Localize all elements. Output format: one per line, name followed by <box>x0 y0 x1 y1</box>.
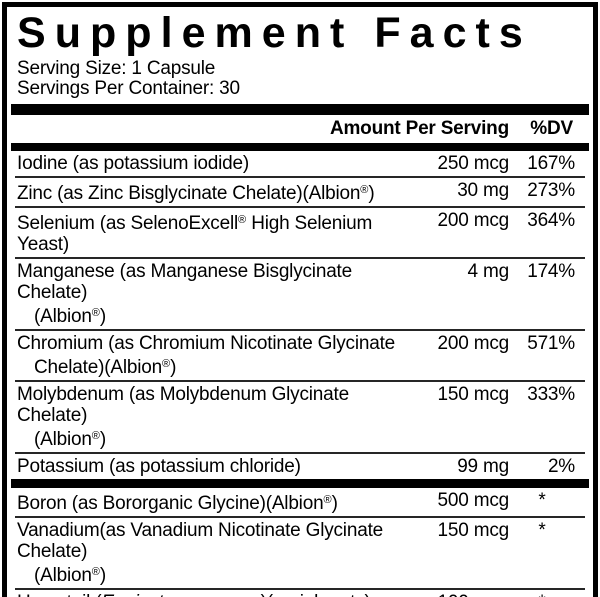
nutrient-amount: 150 mcg <box>437 384 510 405</box>
servings-per-container: Servings Per Container: 30 <box>17 78 240 99</box>
nutrient-row-selenium: Selenium (as SelenoExcell® High Selenium… <box>15 206 585 257</box>
nutrient-dv: 273% <box>527 180 575 201</box>
nutrient-row-horsetail: Horsetail (Equisetum arvense)(aerial par… <box>15 588 585 597</box>
nutrient-amount: 100 mcg <box>401 592 513 597</box>
nutrient-row-molybdenum: Molybdenum (as Molybdenum Glycinate Chel… <box>15 380 585 452</box>
nutrient-name: Potassium (as potassium chloride) <box>17 456 301 477</box>
nutrient-amount: 500 mcg <box>437 490 510 511</box>
nutrient-dv: * <box>513 592 585 597</box>
nutrient-row-chromium: Chromium (as Chromium Nicotinate Glycina… <box>15 329 585 380</box>
nutrient-dv: * <box>538 490 546 511</box>
nutrient-row-potassium: Potassium (as potassium chloride) 99 mg … <box>15 452 585 479</box>
nutrient-amount: 99 mg <box>457 456 509 477</box>
serving-size: Serving Size: 1 Capsule <box>17 58 216 79</box>
nutrient-row-manganese: Manganese (as Manganese Bisglycinate Che… <box>15 257 585 329</box>
nutrient-dv: 167% <box>527 153 575 174</box>
nutrient-amount: 200 mcg <box>437 333 510 354</box>
nutrient-row-iodine: Iodine (as potassium iodide) 250 mcg 167… <box>15 151 585 176</box>
nutrient-name: Horsetail (Equisetum arvense)(aerial par… <box>15 592 401 597</box>
nutrient-amount: 4 mg <box>467 261 510 282</box>
nutrient-dv: 2% <box>547 456 575 477</box>
nutrient-row-zinc: Zinc (as Zinc Bisglycinate Chelate)(Albi… <box>15 176 585 206</box>
nutrient-name: Selenium (as SelenoExcell® High Selenium… <box>17 213 373 255</box>
nutrient-dv: * <box>538 520 546 541</box>
nutrient-name: Iodine (as potassium iodide) <box>17 153 250 174</box>
nutrient-amount: 250 mcg <box>437 153 510 174</box>
nutrient-dv: 174% <box>527 261 575 282</box>
botanical-name: Equisetum arvense <box>101 592 260 597</box>
nutrient-dv: 571% <box>527 333 575 354</box>
nutrient-row-boron: Boron (as Bororganic Glycine)(Albion®) 5… <box>15 488 585 516</box>
nutrient-name: Vanadium(as Vanadium Nicotinate Glycinat… <box>17 520 384 586</box>
nutrient-name: Manganese (as Manganese Bisglycinate Che… <box>17 261 353 327</box>
column-header-dv: %DV <box>530 118 573 139</box>
nutrient-name: Zinc (as Zinc Bisglycinate Chelate)(Albi… <box>17 183 375 204</box>
nutrient-amount: 150 mcg <box>437 520 510 541</box>
column-header-amount: Amount Per Serving <box>329 118 509 139</box>
panel-title: Supplement Facts <box>17 9 532 57</box>
nutrient-name: Boron (as Bororganic Glycine)(Albion®) <box>17 493 338 514</box>
nutrient-amount: 200 mcg <box>437 210 510 231</box>
nutrient-dv: 364% <box>527 210 575 231</box>
thick-divider-top <box>11 104 589 115</box>
thick-divider-middle <box>11 479 589 488</box>
nutrient-dv: 333% <box>527 384 575 405</box>
nutrient-name: Chromium (as Chromium Nicotinate Glycina… <box>17 333 396 378</box>
nutrient-row-vanadium: Vanadium(as Vanadium Nicotinate Glycinat… <box>15 516 585 588</box>
column-header-row: Amount Per Serving %DV <box>15 115 585 143</box>
thick-divider-header <box>11 143 589 151</box>
nutrient-name: Molybdenum (as Molybdenum Glycinate Chel… <box>17 384 349 450</box>
nutrient-amount: 30 mg <box>457 180 509 201</box>
